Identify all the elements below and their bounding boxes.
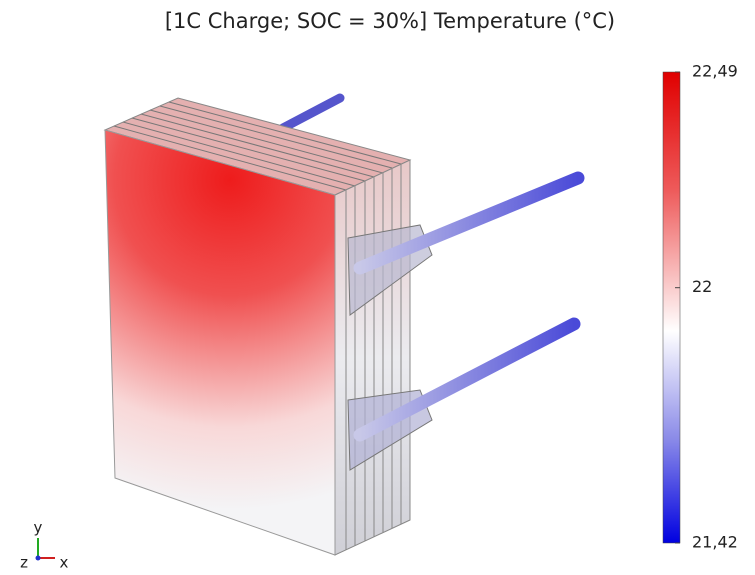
colorbar xyxy=(662,71,681,544)
back-pipe xyxy=(278,93,345,133)
colorbar-tick-label: 21,42 xyxy=(692,533,738,552)
colorbar-tick-label: 22,49 xyxy=(692,62,738,81)
pipe-lower xyxy=(353,317,581,442)
plate-lines-top xyxy=(113,101,402,191)
axis-triad: y z x xyxy=(20,519,68,572)
triad-y: y xyxy=(34,519,43,537)
triad-z: z xyxy=(20,554,28,572)
triad-x: x xyxy=(60,554,69,572)
colorbar-tick-label: 22 xyxy=(692,277,712,296)
title: [1C Charge; SOC = 30%] Temperature (°C) xyxy=(165,9,615,33)
battery-model xyxy=(103,93,585,556)
pipe-upper xyxy=(353,171,585,275)
front-face xyxy=(104,129,336,556)
